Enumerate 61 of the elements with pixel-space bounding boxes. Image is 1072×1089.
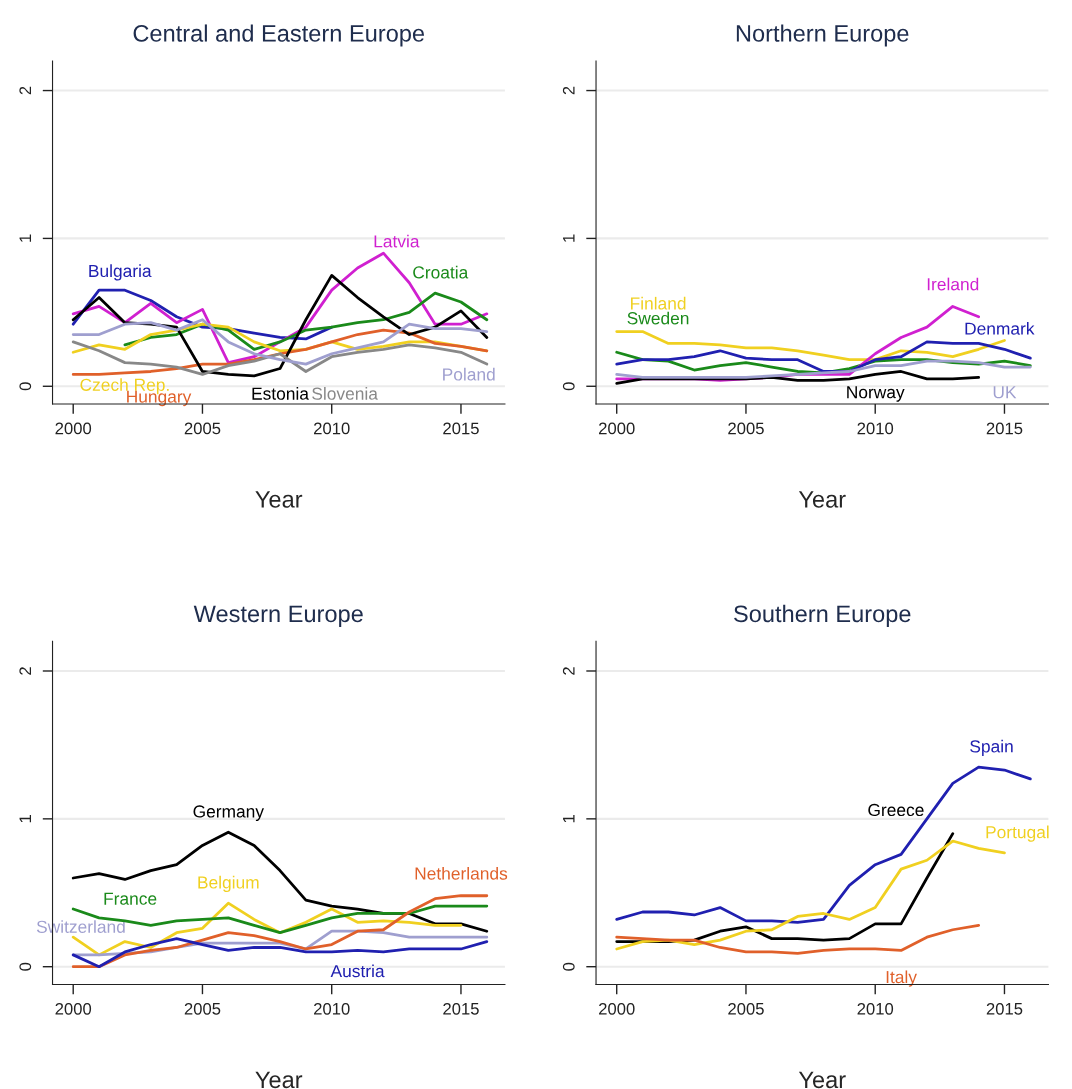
y-tick-label: 0 — [562, 382, 575, 391]
x-axis-title: Year — [255, 1071, 303, 1089]
series-label: Latvia — [374, 234, 420, 248]
x-tick-label: 2015 — [443, 1002, 479, 1015]
series-label: Spain — [970, 739, 1013, 756]
series-label: Ireland — [927, 277, 979, 291]
series-label: Slovenia — [312, 387, 378, 400]
series-label: UK — [993, 386, 1017, 399]
x-tick-label: 2010 — [857, 422, 894, 435]
y-tick-label: 1 — [563, 234, 575, 242]
series-label: Belgium — [198, 875, 259, 892]
x-tick-label: 2005 — [728, 422, 764, 435]
chart-title: Western Europe — [193, 605, 363, 627]
y-tick-label: 0 — [562, 962, 575, 971]
x-tick-label: 2015 — [986, 422, 1023, 435]
line-series — [71, 318, 489, 366]
series-label: Netherlands — [415, 866, 508, 880]
x-tick-label: 2000 — [599, 1002, 635, 1015]
x-axis-title: Year — [798, 491, 846, 508]
x-tick-label: 2015 — [443, 422, 479, 435]
series-label: Croatia — [413, 265, 469, 279]
series-label: Austria — [330, 964, 385, 978]
y-tick-label: 2 — [562, 86, 575, 95]
y-tick-label: 1 — [19, 815, 32, 823]
y-tick-label: 1 — [19, 234, 32, 242]
y-tick-label: 0 — [19, 962, 32, 971]
chart-title: Northern Europe — [736, 24, 909, 47]
x-tick-label: 2010 — [857, 1002, 894, 1015]
y-tick-label: 2 — [562, 667, 575, 675]
x-tick-label: 2000 — [55, 1002, 92, 1015]
x-tick-label: 2015 — [986, 1002, 1023, 1015]
x-tick-label: 2000 — [599, 422, 635, 435]
x-tick-label: 2010 — [314, 1002, 350, 1015]
x-tick-label: 2005 — [184, 422, 221, 435]
x-tick-label: 2000 — [55, 422, 92, 435]
y-tick-label: 2 — [19, 667, 32, 675]
series-label: Portugal — [986, 825, 1049, 842]
series-label: Germany — [193, 805, 264, 822]
line-series — [615, 359, 1032, 379]
line-series — [615, 923, 981, 955]
x-tick-label: 2010 — [314, 422, 350, 435]
series-label: Greece — [868, 803, 924, 817]
series-label: Norway — [847, 386, 905, 402]
series-label: Finland — [631, 296, 686, 310]
x-tick-label: 2005 — [728, 1002, 764, 1015]
series-label: Bulgaria — [89, 264, 152, 281]
y-tick-label: 2 — [19, 86, 32, 95]
chart-title: Southern Europe — [734, 604, 911, 627]
y-tick-label: 0 — [19, 382, 32, 391]
series-label: Estonia — [252, 387, 309, 400]
x-tick-label: 2005 — [184, 1002, 221, 1015]
series-label: France — [104, 892, 157, 905]
series-label: Italy — [886, 970, 917, 987]
text: Poland — [443, 367, 495, 381]
x-axis-title: Year — [798, 1071, 846, 1089]
series-label: Sweden — [627, 311, 689, 325]
series-label: Denmark — [965, 322, 1035, 335]
chart-title: Central and Eastern Europe — [133, 24, 425, 47]
y-tick-label: 1 — [563, 815, 575, 823]
x-axis-title: Year — [255, 491, 303, 508]
line-series — [615, 340, 1032, 373]
